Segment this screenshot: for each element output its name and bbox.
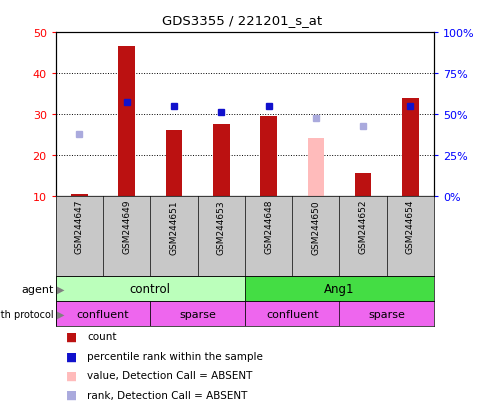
Bar (56, 277, 244, 301)
Bar (118, 47, 135, 196)
Text: ▶: ▶ (57, 309, 64, 319)
Text: value, Detection Call = ABSENT: value, Detection Call = ABSENT (87, 370, 252, 380)
Text: Ang1: Ang1 (324, 282, 354, 296)
Text: sparse: sparse (179, 309, 216, 319)
Bar (56, 301, 150, 326)
Text: confluent: confluent (265, 309, 318, 319)
Text: GSM244654: GSM244654 (405, 199, 414, 254)
Bar (354, 174, 371, 196)
Text: ■: ■ (65, 330, 76, 343)
Text: GSM244647: GSM244647 (75, 199, 84, 254)
Text: ■: ■ (65, 369, 76, 382)
Text: percentile rank within the sample: percentile rank within the sample (87, 351, 263, 361)
Bar (166, 131, 182, 196)
Bar (244, 277, 433, 301)
Text: GSM244649: GSM244649 (122, 199, 131, 254)
Text: GSM244650: GSM244650 (311, 199, 320, 254)
Bar (212, 125, 229, 196)
Bar (71, 194, 88, 196)
Bar (339, 301, 433, 326)
Text: ■: ■ (65, 349, 76, 363)
Text: growth protocol: growth protocol (0, 309, 53, 319)
Text: GDS3355 / 221201_s_at: GDS3355 / 221201_s_at (162, 14, 322, 26)
Text: ■: ■ (65, 388, 76, 401)
Text: count: count (87, 332, 117, 342)
Bar (401, 98, 418, 196)
Text: sparse: sparse (367, 309, 405, 319)
Text: agent: agent (21, 284, 53, 294)
Bar (150, 301, 244, 326)
Text: ▶: ▶ (57, 284, 64, 294)
Text: confluent: confluent (76, 309, 129, 319)
Text: control: control (130, 282, 170, 296)
Bar (244, 301, 339, 326)
Bar (307, 139, 323, 196)
Text: GSM244651: GSM244651 (169, 199, 178, 254)
Text: GSM244652: GSM244652 (358, 199, 367, 254)
Text: GSM244653: GSM244653 (216, 199, 226, 254)
Text: GSM244648: GSM244648 (263, 199, 272, 254)
Text: rank, Detection Call = ABSENT: rank, Detection Call = ABSENT (87, 390, 247, 400)
Bar (260, 116, 276, 196)
